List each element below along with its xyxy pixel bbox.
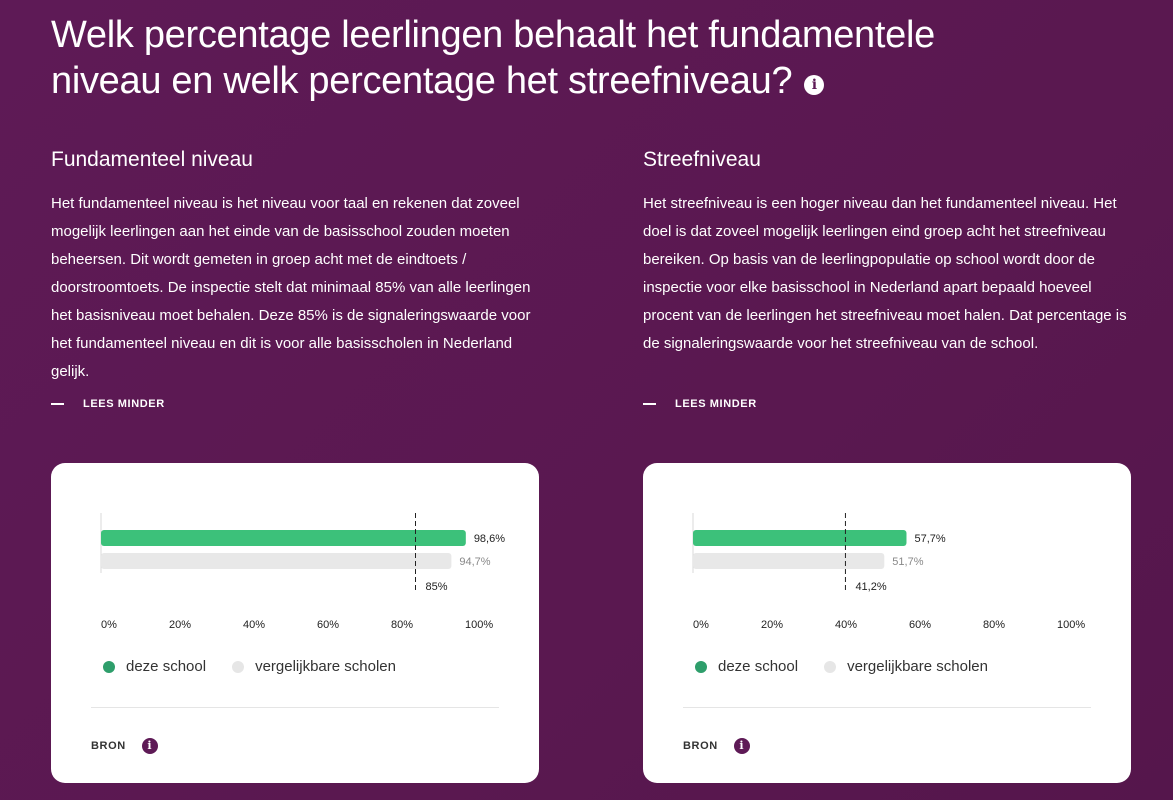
- card-divider: [683, 707, 1091, 708]
- card-divider: [91, 707, 499, 708]
- tick-label: 40%: [243, 619, 265, 631]
- read-less-label: LEES MINDER: [675, 398, 757, 410]
- legend-item-school: deze school: [695, 658, 798, 675]
- bar-school: [693, 530, 907, 546]
- legend-label-school: deze school: [126, 658, 207, 675]
- tick-label: 40%: [835, 619, 857, 631]
- value-label-school: 57,7%: [914, 533, 945, 545]
- tick-label: 20%: [761, 619, 783, 631]
- legend-label-comparable: vergelijkbare scholen: [847, 658, 988, 675]
- source-label: BRON: [683, 740, 718, 752]
- tick-label: 0%: [101, 619, 117, 631]
- value-label-school: 98,6%: [474, 533, 505, 545]
- chart-legend: deze school vergelijkbare scholen: [103, 658, 422, 675]
- tick-label: 60%: [317, 619, 339, 631]
- tick-label: 20%: [169, 619, 191, 631]
- fundamenteel-heading: Fundamenteel niveau: [51, 148, 253, 171]
- minus-icon: [51, 403, 64, 405]
- page-title-text: Welk percentage leerlingen behaalt het f…: [51, 14, 935, 102]
- threshold-label: 85%: [426, 581, 448, 593]
- legend-item-comparable: vergelijkbare scholen: [232, 658, 396, 675]
- fundamenteel-section: Fundamenteel niveau Het fundamenteel niv…: [51, 146, 541, 410]
- read-less-label: LEES MINDER: [83, 398, 165, 410]
- page-title: Welk percentage leerlingen behaalt het f…: [51, 12, 1051, 104]
- fundamenteel-chart-card: 98,6% 94,7% 85% 0% 20% 40% 60% 80% 100% deze sch…: [51, 463, 539, 783]
- streefniveau-heading: Streefniveau: [643, 148, 761, 171]
- info-icon[interactable]: i: [733, 738, 750, 754]
- tick-label: 80%: [391, 619, 413, 631]
- streefniveau-chart: 57,7% 51,7% 41,2% 0% 20% 40% 60% 80% 100%: [692, 513, 1085, 631]
- value-label-comparable: 94,7%: [459, 556, 490, 568]
- threshold-label: 41,2%: [855, 581, 886, 593]
- bar-school: [101, 530, 466, 546]
- source-row: BRON i: [683, 738, 750, 754]
- read-less-button[interactable]: LEES MINDER: [643, 398, 757, 410]
- tick-label: 100%: [1057, 619, 1085, 631]
- streefniveau-section: Streefniveau Het streefniveau is een hog…: [643, 146, 1133, 410]
- legend-label-comparable: vergelijkbare scholen: [255, 658, 396, 675]
- read-less-button[interactable]: LEES MINDER: [51, 398, 165, 410]
- streefniveau-chart-card: 57,7% 51,7% 41,2% 0% 20% 40% 60% 80% 100% deze s…: [643, 463, 1131, 783]
- bar-comparable: [693, 553, 885, 569]
- legend-label-school: deze school: [718, 658, 799, 675]
- legend-item-comparable: vergelijkbare scholen: [824, 658, 988, 675]
- legend-dot-comparable: [824, 660, 837, 673]
- fundamenteel-chart: 98,6% 94,7% 85% 0% 20% 40% 60% 80% 100%: [100, 513, 505, 631]
- minus-icon: [643, 403, 656, 405]
- tick-label: 80%: [983, 619, 1005, 631]
- legend-dot-school: [103, 660, 115, 673]
- tick-label: 60%: [909, 619, 931, 631]
- legend-dot-school: [695, 660, 707, 673]
- source-label: BRON: [91, 740, 126, 752]
- legend-dot-comparable: [232, 660, 245, 673]
- tick-label: 100%: [465, 619, 493, 631]
- info-icon[interactable]: i: [804, 75, 825, 95]
- tick-label: 0%: [693, 619, 709, 631]
- info-icon[interactable]: i: [141, 738, 158, 754]
- streefniveau-description: Het streefniveau is een hoger niveau dan…: [643, 195, 1127, 352]
- chart-legend: deze school vergelijkbare scholen: [695, 658, 1014, 675]
- legend-item-school: deze school: [103, 658, 206, 675]
- fundamenteel-description: Het fundamenteel niveau is het niveau vo…: [51, 195, 531, 380]
- value-label-comparable: 51,7%: [892, 556, 923, 568]
- bar-comparable: [101, 553, 452, 569]
- source-row: BRON i: [91, 738, 158, 754]
